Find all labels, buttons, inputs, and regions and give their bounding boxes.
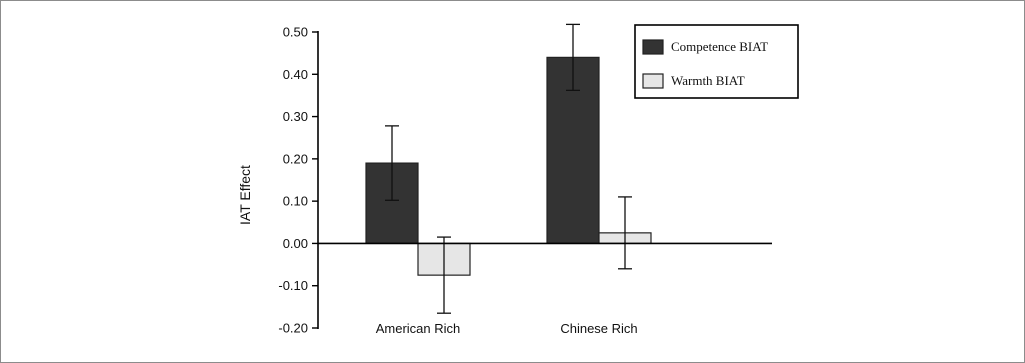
legend-label: Warmth BIAT <box>671 73 745 88</box>
y-tick-label: 0.00 <box>283 236 308 251</box>
y-tick-label: 0.30 <box>283 109 308 124</box>
legend-swatch <box>642 73 664 89</box>
y-axis <box>312 31 319 329</box>
y-tick-label: 0.20 <box>283 151 308 166</box>
category-labels: American Rich Chinese Rich <box>376 321 638 336</box>
y-tick-label: 0.50 <box>283 25 308 40</box>
category-label: Chinese Rich <box>560 321 637 336</box>
legend-label: Competence BIAT <box>671 39 768 54</box>
y-tick-label: 0.10 <box>283 194 308 209</box>
legend: Competence BIAT Warmth BIAT <box>634 24 799 99</box>
category-label: American Rich <box>376 321 461 336</box>
bars <box>365 56 652 276</box>
error-bars <box>385 23 632 314</box>
legend-swatch <box>642 39 664 55</box>
y-tick-label: -0.20 <box>278 321 308 336</box>
y-tick-label: -0.10 <box>278 278 308 293</box>
y-axis-title: IAT Effect <box>237 165 253 225</box>
y-tick-labels: 0.50 0.40 0.30 0.20 0.10 0.00 -0.10 -0.20 <box>278 25 308 336</box>
y-tick-label: 0.40 <box>283 67 308 82</box>
